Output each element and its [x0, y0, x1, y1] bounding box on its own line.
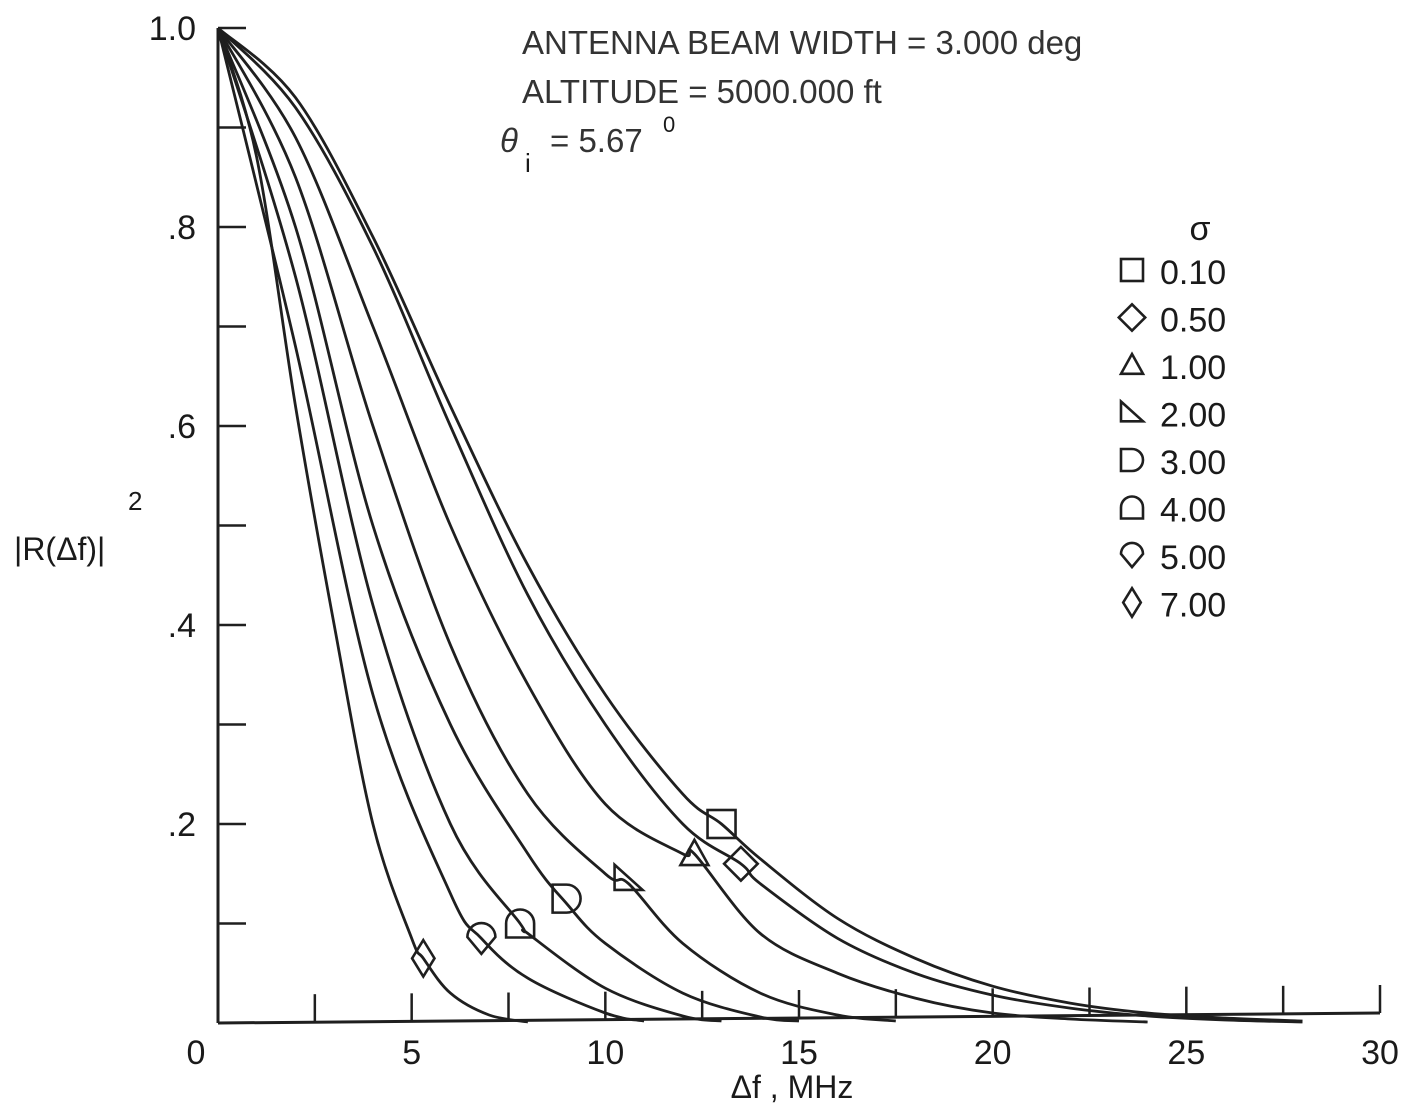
x-axis-label: Δf , MHz	[731, 1069, 854, 1105]
legend-label-2-00: 2.00	[1160, 397, 1226, 435]
marker-7-00	[410, 937, 437, 980]
legend-label-0-10: 0.10	[1160, 254, 1226, 292]
annotation-theta-value: = 5.67	[550, 122, 643, 159]
legend-label-0-50: 0.50	[1160, 302, 1226, 340]
series-line-0-10	[217, 26, 1303, 1023]
legend-title: σ	[1190, 210, 1211, 248]
marker-2-00	[613, 861, 646, 892]
marker-0-10	[706, 808, 737, 840]
marker-0-50	[722, 845, 760, 883]
legend-marker-0-50	[1116, 302, 1148, 333]
y-axis-label: |R(Δf)|	[14, 531, 105, 567]
x-tick-label: 5	[402, 1034, 421, 1072]
series-line-4-00	[216, 27, 722, 1023]
x-tick-label: 15	[780, 1034, 818, 1072]
series-line-7-00	[216, 27, 529, 1024]
annotation-theta-symbol: θ	[500, 122, 518, 159]
legend-label-7-00: 7.00	[1160, 587, 1226, 625]
x-tick-label: 20	[974, 1034, 1012, 1072]
annotation-altitude: ALTITUDE = 5000.000 ft	[522, 73, 882, 110]
legend-marker-2-00	[1119, 398, 1147, 423]
annotation-theta-subscript: i	[525, 148, 531, 178]
legend-marker-4-00	[1119, 495, 1145, 520]
x-tick-label: 30	[1361, 1034, 1399, 1072]
legend: σ 0.10 0.50 1.00 2.00 3.00 4.00 5.00 7.00	[1116, 210, 1226, 625]
y-tick-label: .2	[168, 806, 196, 844]
annotation-beam-width: ANTENNA BEAM WIDTH = 3.000 deg	[522, 24, 1082, 61]
series-line-1-00	[216, 27, 1148, 1024]
marker-3-00	[551, 883, 582, 914]
legend-marker-1-00	[1118, 351, 1146, 376]
y-tick-label: 1.0	[149, 10, 196, 48]
x-tick-label: 10	[586, 1034, 624, 1072]
legend-label-3-00: 3.00	[1160, 444, 1226, 482]
legend-label-4-00: 4.00	[1160, 492, 1226, 530]
y-tick-label: .4	[168, 607, 196, 645]
y-tick-label: .8	[168, 209, 196, 247]
curves	[216, 26, 1303, 1024]
legend-marker-7-00	[1121, 585, 1143, 620]
y-tick-label: .6	[168, 408, 196, 446]
marker-5-00	[466, 921, 497, 956]
series-line-3-00	[216, 27, 800, 1023]
marker-1-00	[678, 837, 711, 867]
legend-marker-5-00	[1119, 541, 1145, 570]
legend-label-5-00: 5.00	[1160, 539, 1226, 577]
legend-marker-3-00	[1119, 447, 1145, 473]
series-line-2-00	[216, 27, 896, 1023]
series-line-0-50	[216, 27, 1303, 1024]
legend-label-1-00: 1.00	[1160, 349, 1226, 387]
legend-marker-0-10	[1119, 257, 1145, 283]
x-tick-label: 25	[1167, 1034, 1205, 1072]
x-tick-label: 0	[187, 1034, 206, 1072]
axes: .2.4.6.81.00 5 10 15 20 25 30	[149, 10, 1399, 1072]
marker-4-00	[504, 908, 536, 939]
series-line-5-00	[216, 27, 645, 1023]
annotation-theta-superscript: 0	[663, 112, 675, 137]
y-axis-label-exponent: 2	[128, 486, 142, 516]
curve-markers	[410, 808, 760, 980]
